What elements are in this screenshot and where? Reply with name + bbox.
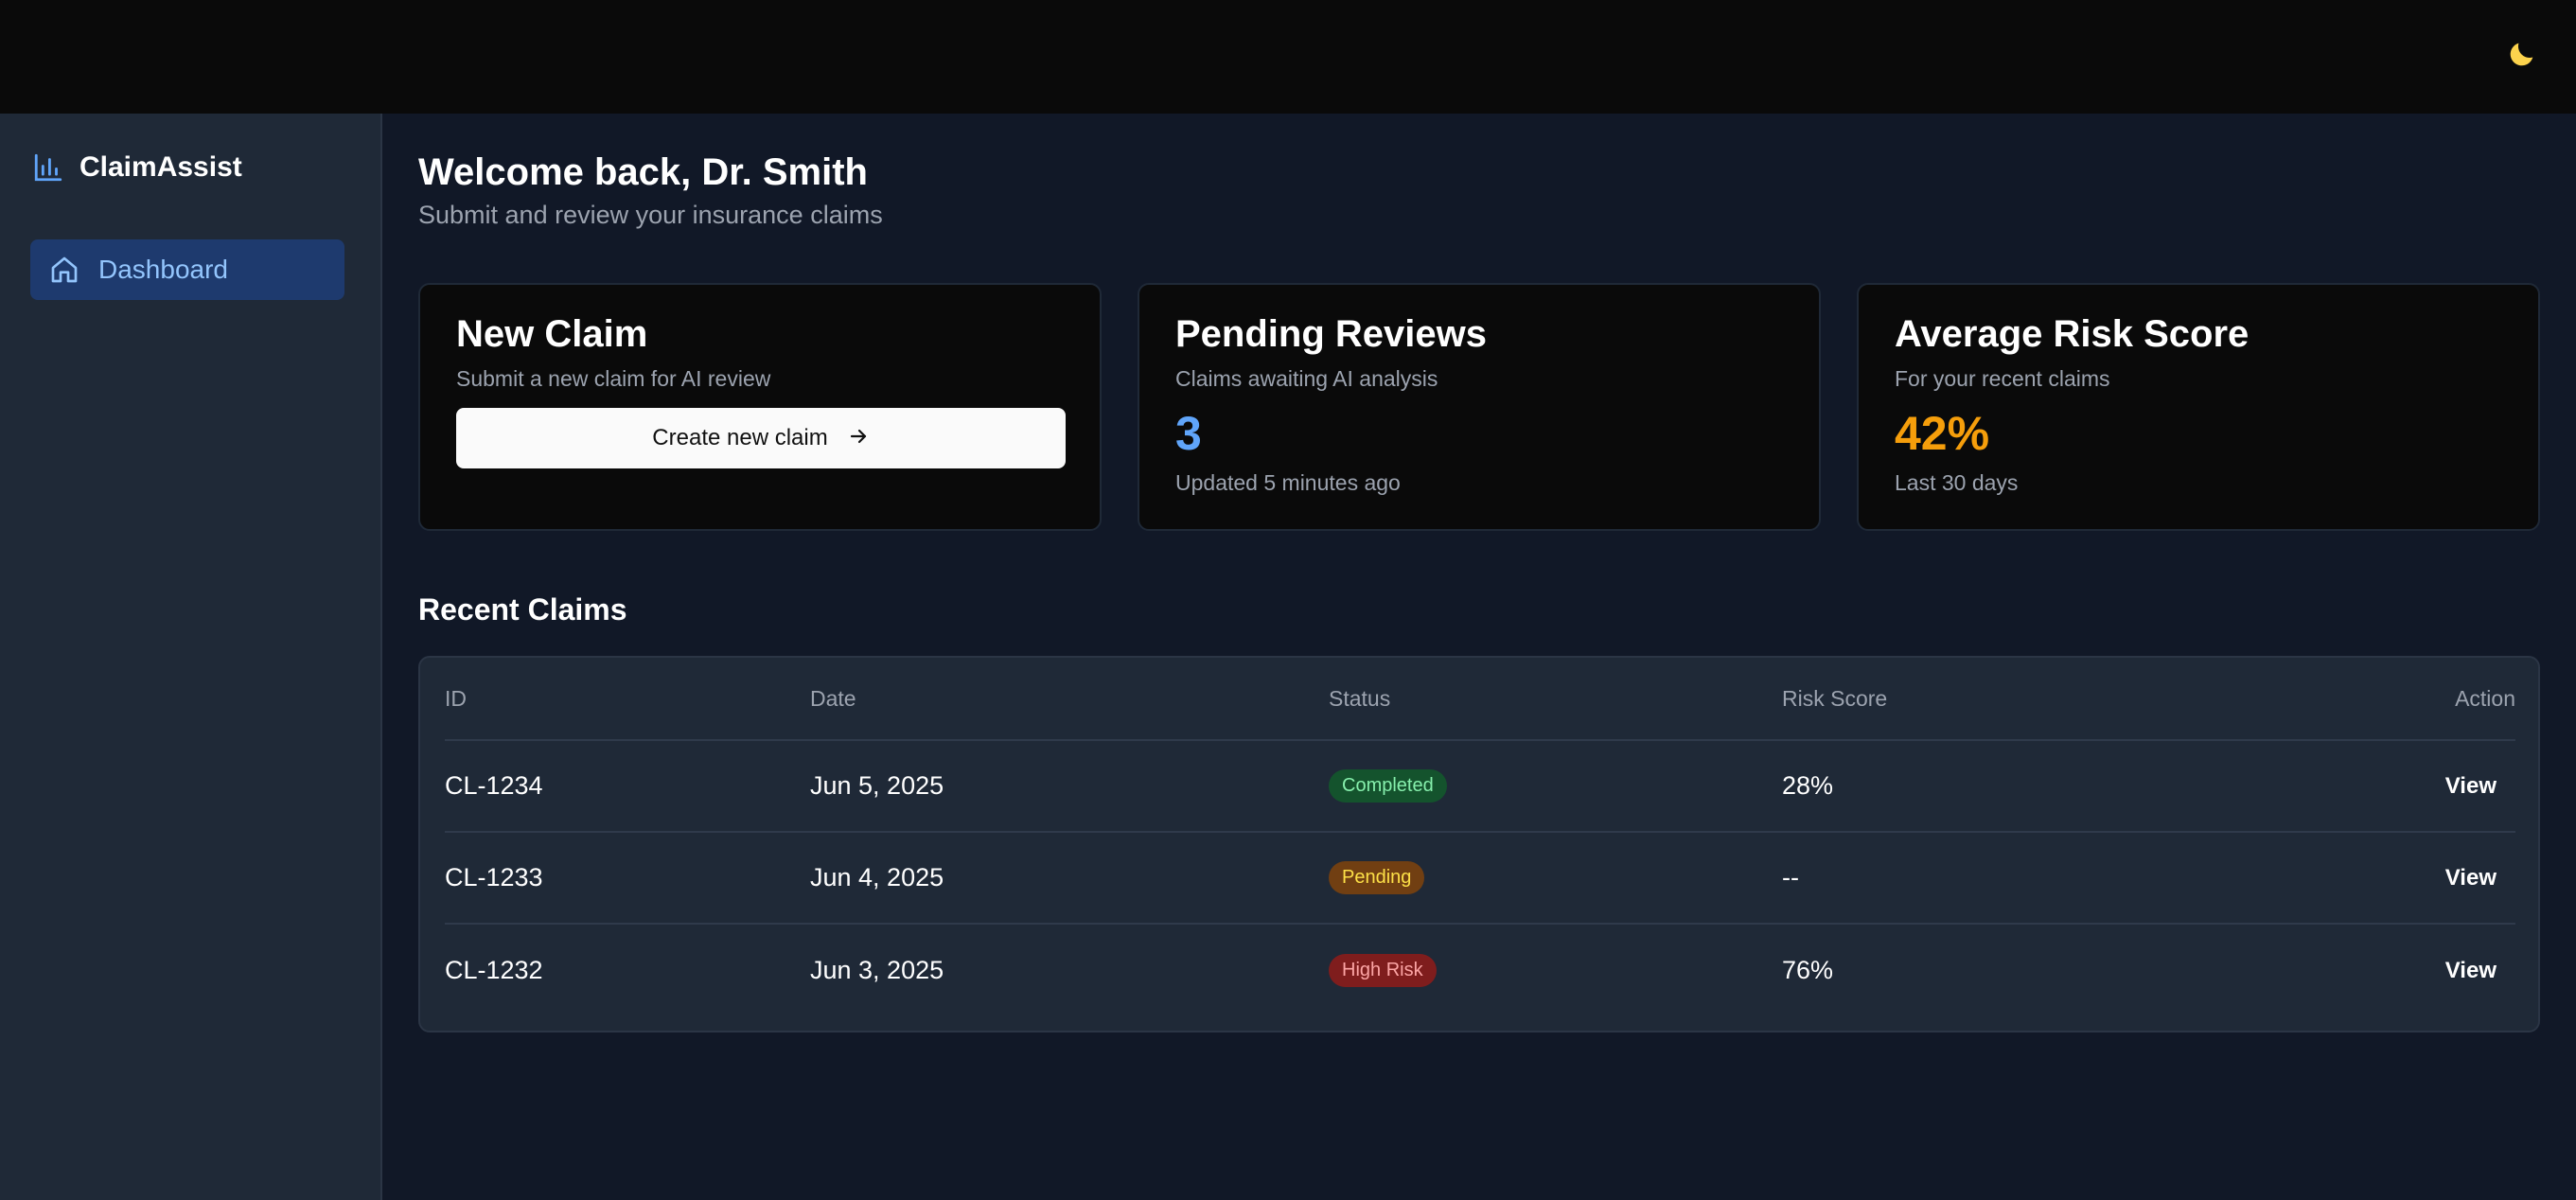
- sidebar-item-dashboard[interactable]: Dashboard: [30, 239, 344, 300]
- claim-id: CL-1233: [445, 863, 543, 891]
- status-badge: Pending: [1329, 861, 1425, 894]
- column-header-date: Date: [810, 685, 856, 711]
- view-claim-button[interactable]: View: [2444, 772, 2497, 799]
- claim-id: CL-1234: [445, 771, 543, 800]
- column-header-id: ID: [445, 685, 467, 711]
- page-subtitle: Submit and review your insurance claims: [418, 201, 883, 229]
- brand-name: ClaimAssist: [79, 151, 242, 183]
- table-header-row: ID Date Status Risk Score Action: [445, 658, 2515, 741]
- recent-claims-table: ID Date Status Risk Score Action CL-1234…: [418, 656, 2540, 1032]
- column-header-status: Status: [1329, 685, 1391, 711]
- page-title: Welcome back, Dr. Smith: [418, 151, 868, 193]
- pending-count: 3: [1175, 407, 1202, 460]
- claim-date: Jun 4, 2025: [810, 863, 944, 891]
- card-description: Submit a new claim for AI review: [456, 366, 771, 391]
- card-title: Average Risk Score: [1895, 313, 2250, 355]
- arrow-right-icon: [847, 425, 870, 452]
- card-footnote: Updated 5 minutes ago: [1175, 470, 1401, 495]
- moon-icon: [2506, 38, 2538, 75]
- view-claim-button[interactable]: View: [2444, 957, 2497, 983]
- brand-logo[interactable]: ClaimAssist: [32, 151, 242, 184]
- recent-claims-title: Recent Claims: [418, 592, 627, 626]
- claim-date: Jun 3, 2025: [810, 956, 944, 984]
- risk-score: --: [1782, 863, 1799, 891]
- new-claim-card: New Claim Submit a new claim for AI revi…: [418, 283, 1102, 531]
- sidebar-item-label: Dashboard: [98, 255, 228, 284]
- create-new-claim-label: Create new claim: [652, 425, 828, 450]
- top-bar: [0, 0, 2576, 114]
- view-claim-button[interactable]: View: [2444, 864, 2497, 891]
- home-icon: [49, 255, 79, 285]
- average-risk-value: 42%: [1895, 407, 1990, 460]
- table-row: CL-1233 Jun 4, 2025 Pending -- View: [445, 833, 2515, 925]
- card-title: Pending Reviews: [1175, 313, 1487, 355]
- average-risk-card: Average Risk Score For your recent claim…: [1857, 283, 2540, 531]
- claim-date: Jun 5, 2025: [810, 771, 944, 800]
- card-title: New Claim: [456, 313, 648, 355]
- pending-reviews-card: Pending Reviews Claims awaiting AI analy…: [1138, 283, 1821, 531]
- table-row: CL-1234 Jun 5, 2025 Completed 28% View: [445, 741, 2515, 833]
- risk-score: 28%: [1782, 771, 1834, 800]
- card-description: For your recent claims: [1895, 366, 2110, 391]
- claim-id: CL-1232: [445, 956, 543, 984]
- create-new-claim-button[interactable]: Create new claim: [456, 408, 1066, 468]
- table-row: CL-1232 Jun 3, 2025 High Risk 76% View: [445, 925, 2515, 1016]
- column-header-action: Action: [2455, 685, 2515, 711]
- theme-toggle-button[interactable]: [2498, 32, 2546, 79]
- risk-score: 76%: [1782, 956, 1834, 984]
- column-header-risk-score: Risk Score: [1782, 685, 1888, 711]
- card-description: Claims awaiting AI analysis: [1175, 366, 1438, 391]
- card-footnote: Last 30 days: [1895, 470, 2019, 495]
- bar-chart-icon: [32, 151, 64, 184]
- status-badge: Completed: [1329, 769, 1447, 803]
- status-badge: High Risk: [1329, 954, 1437, 987]
